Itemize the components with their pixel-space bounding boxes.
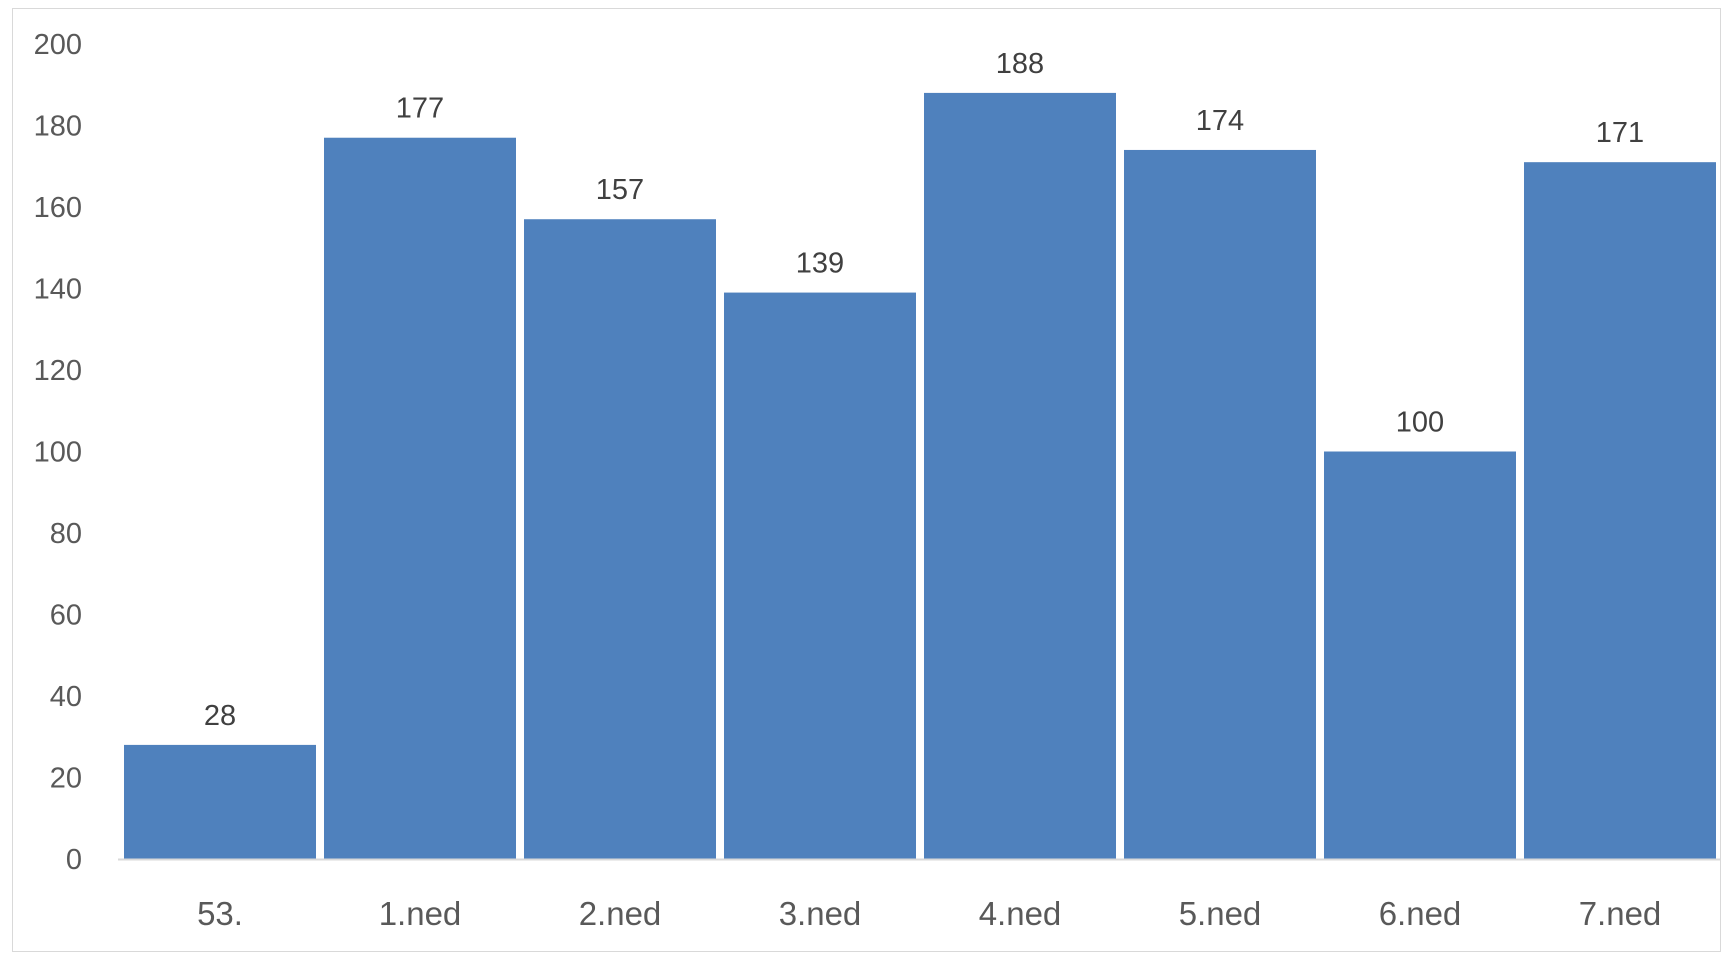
y-tick-label-100: 100: [34, 437, 82, 469]
x-tick-label-4.ned: 4.ned: [979, 895, 1062, 932]
data-labels: 28 177 157 139 188 174 100 171: [204, 48, 1644, 732]
y-tick-label-180: 180: [34, 111, 82, 143]
x-tick-label-6.ned: 6.ned: [1379, 895, 1462, 932]
y-tick-label-160: 160: [34, 192, 82, 224]
x-tick-label-53.: 53.: [197, 895, 243, 932]
data-label-6.ned: 100: [1396, 407, 1444, 439]
x-axis: 53. 1.ned 2.ned 3.ned 4.ned 5.ned 6.ned 7.ned: [118, 858, 1720, 932]
y-tick-label-200: 200: [34, 29, 82, 61]
y-tick-label-140: 140: [34, 274, 82, 306]
bar-6.ned: [1324, 451, 1516, 859]
bars: [124, 92, 1716, 860]
y-axis: 0 20 40 60 80 100 120 140 160 180 200: [34, 29, 82, 876]
bar-5.ned: [1124, 149, 1316, 859]
x-tick-label-7.ned: 7.ned: [1579, 895, 1662, 932]
x-tick-label-2.ned: 2.ned: [579, 895, 662, 932]
bar-53.: [124, 744, 316, 859]
data-label-3.ned: 139: [796, 248, 844, 280]
data-label-4.ned: 188: [996, 48, 1044, 80]
x-tick-label-5.ned: 5.ned: [1179, 895, 1262, 932]
y-tick-label-120: 120: [34, 355, 82, 387]
x-tick-label-1.ned: 1.ned: [379, 895, 462, 932]
y-tick-label-0: 0: [66, 844, 82, 876]
y-tick-label-80: 80: [50, 518, 82, 550]
data-label-1.ned: 177: [396, 93, 444, 125]
bar-3.ned: [724, 292, 916, 859]
data-label-7.ned: 171: [1596, 117, 1644, 149]
bar-7.ned: [1524, 162, 1716, 860]
data-label-53.: 28: [204, 700, 236, 732]
bar-4.ned: [924, 92, 1116, 859]
x-tick-label-3.ned: 3.ned: [779, 895, 862, 932]
y-tick-label-60: 60: [50, 600, 82, 632]
bar-2.ned: [524, 219, 716, 860]
y-tick-label-40: 40: [50, 681, 82, 713]
y-tick-label-20: 20: [50, 763, 82, 795]
bar-1.ned: [324, 137, 516, 860]
data-label-5.ned: 174: [1196, 105, 1244, 137]
data-label-2.ned: 157: [596, 174, 644, 206]
